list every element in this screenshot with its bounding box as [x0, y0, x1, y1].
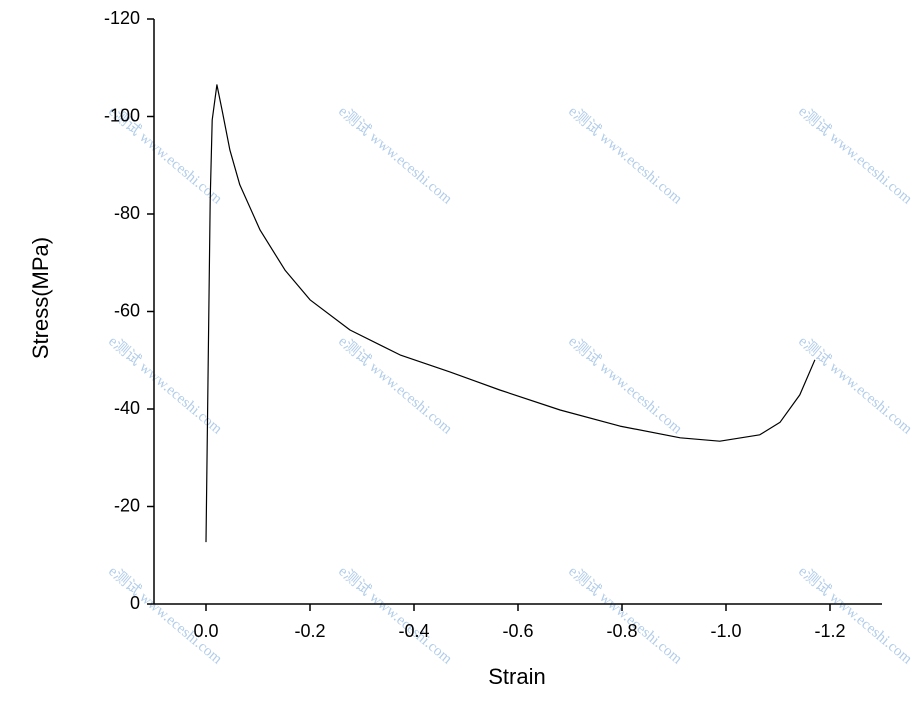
- watermark: e测试 www.eceshi.com: [565, 103, 686, 208]
- watermark: e测试 www.eceshi.com: [565, 563, 686, 668]
- y-tick-label: 0: [130, 593, 140, 613]
- watermark: e测试 www.eceshi.com: [335, 103, 456, 208]
- watermark: e测试 www.eceshi.com: [795, 103, 915, 208]
- y-tick-label: -20: [114, 495, 140, 515]
- x-tick-label: -0.4: [398, 621, 429, 641]
- y-tick-label: -40: [114, 398, 140, 418]
- x-tick-label: -0.6: [502, 621, 533, 641]
- x-tick-label: -1.2: [814, 621, 845, 641]
- x-tick-label: -0.2: [294, 621, 325, 641]
- watermark: e测试 www.eceshi.com: [335, 563, 456, 668]
- y-axis-label: Stress(MPa): [28, 237, 53, 359]
- data-line: [205, 84, 816, 543]
- x-tick-label: -1.0: [710, 621, 741, 641]
- x-tick-label: 0.0: [193, 621, 218, 641]
- x-tick-label: -0.8: [606, 621, 637, 641]
- y-tick-label: -80: [114, 203, 140, 223]
- x-axis-label: Strain: [488, 664, 545, 689]
- watermark: e测试 www.eceshi.com: [105, 563, 226, 668]
- watermark: e测试 www.eceshi.com: [565, 333, 686, 438]
- y-tick-label: -120: [104, 8, 140, 28]
- watermark: e测试 www.eceshi.com: [795, 563, 915, 668]
- y-tick-label: -60: [114, 300, 140, 320]
- watermark: e测试 www.eceshi.com: [335, 333, 456, 438]
- watermarks: e测试 www.eceshi.com e测试 www.eceshi.com e测试 …: [105, 103, 915, 668]
- y-tick-label: -100: [104, 105, 140, 125]
- watermark: e测试 www.eceshi.com: [795, 333, 915, 438]
